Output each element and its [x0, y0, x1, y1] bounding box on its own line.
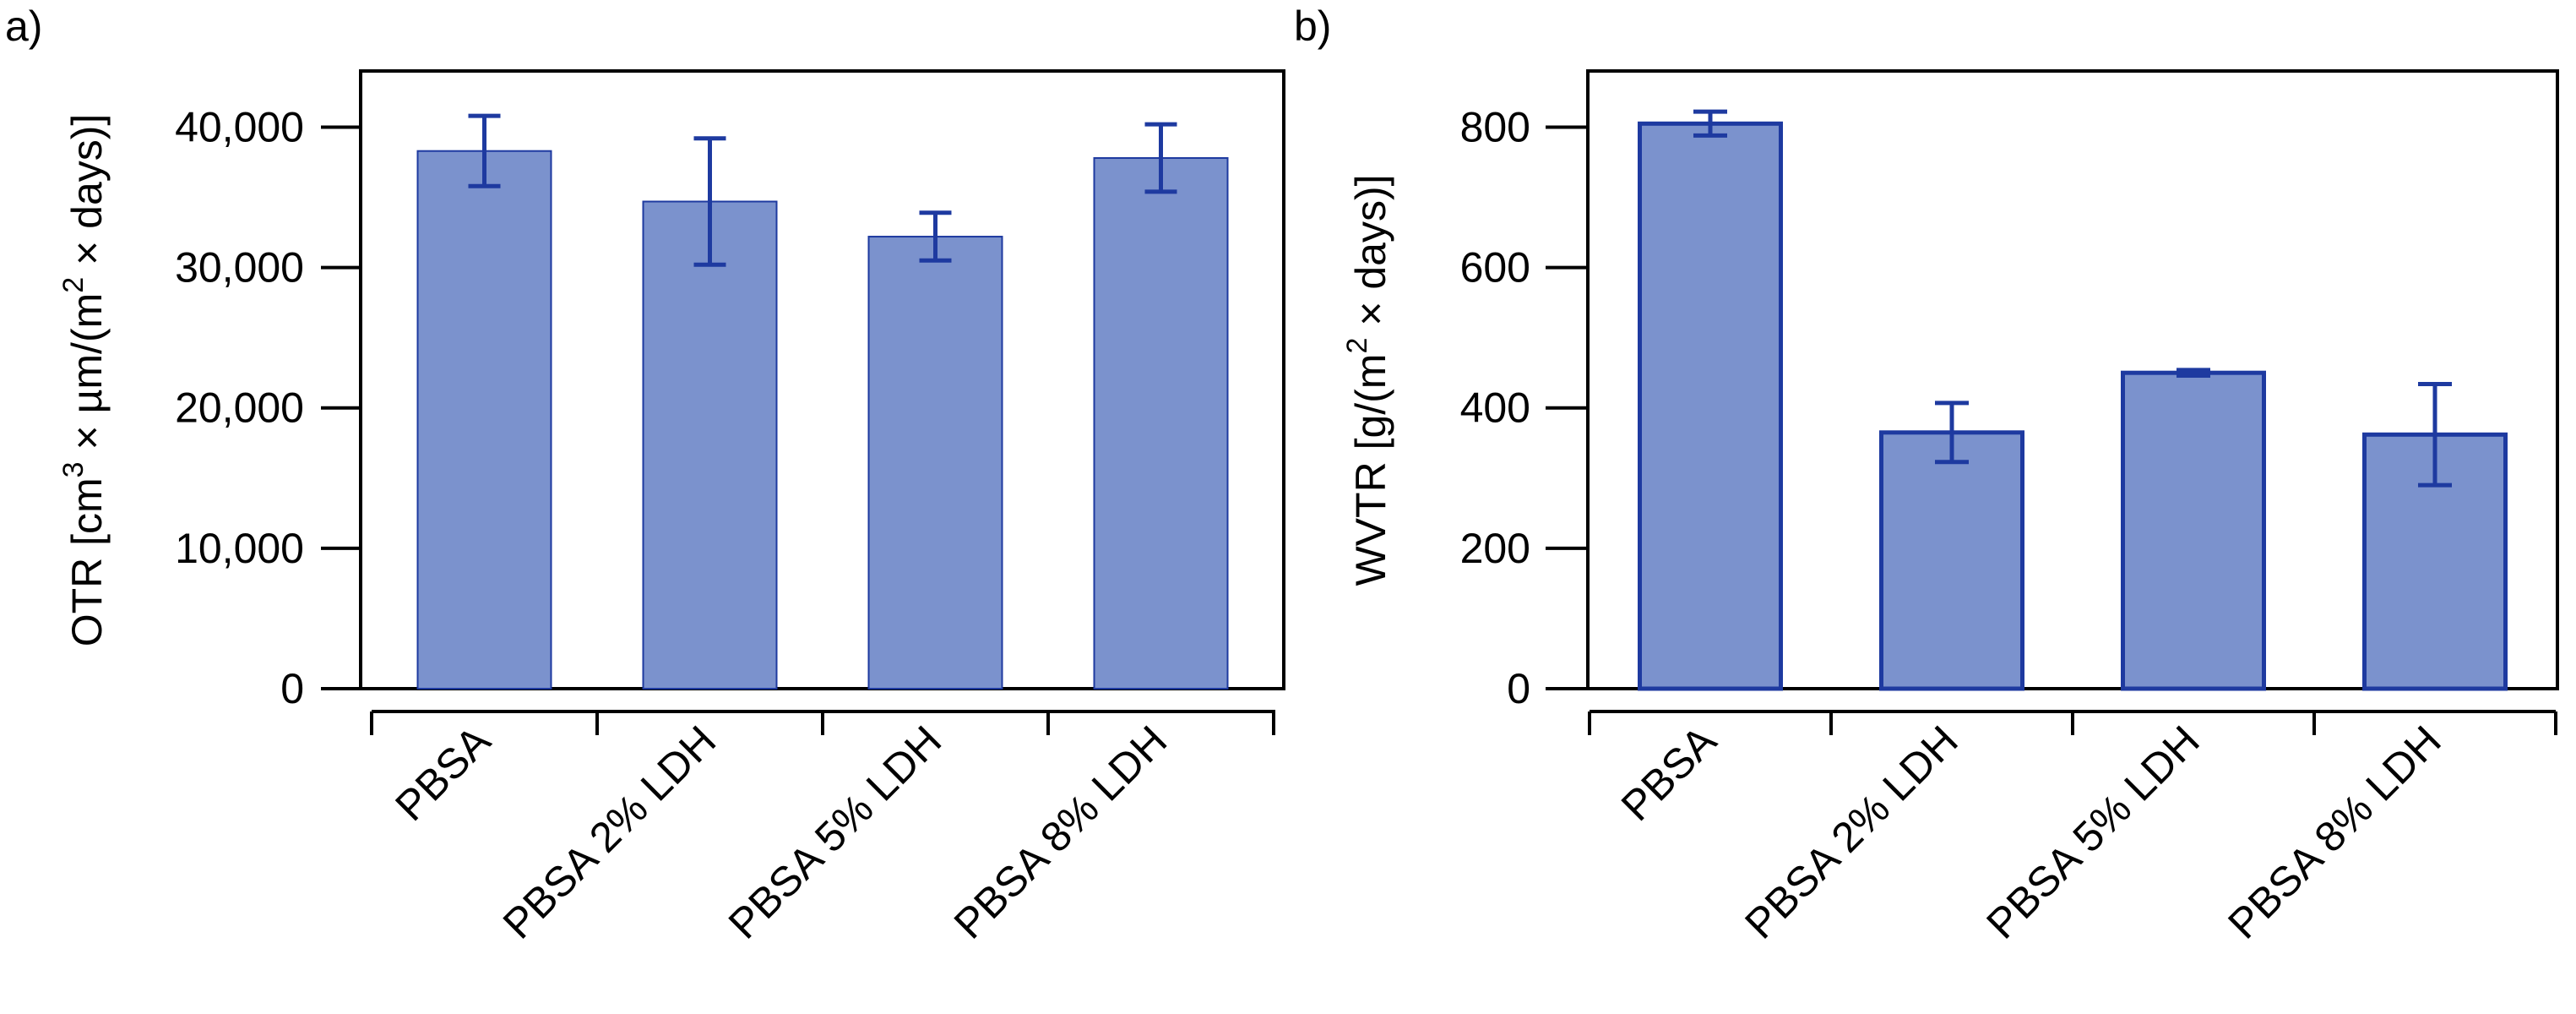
- panel-b-plot-frame: [1586, 69, 2559, 690]
- panel-a-label: a): [5, 3, 42, 50]
- error-bar: [468, 113, 501, 188]
- bar-pbsa-5-ldh: [867, 236, 1003, 690]
- bar-pbsa-2-ldh: [1879, 430, 2024, 691]
- error-bar: [2177, 368, 2210, 379]
- category-label: PBSA 2% LDH: [1736, 717, 1966, 947]
- panel-a-plot-frame: [359, 69, 1285, 690]
- y-tick-label: 0: [280, 665, 304, 712]
- y-tick-label: 40,000: [175, 103, 304, 150]
- panel-a-error-bars: [468, 113, 1177, 267]
- y-tick-label: 400: [1460, 384, 1530, 432]
- bar-pbsa: [416, 150, 552, 690]
- panel-b-wvtr-chart: b) 0 200 400 600 800 PBSA PBSA 2% LDH PBSA 5% …: [1294, 3, 2559, 948]
- y-tick-label: 10,000: [175, 525, 304, 572]
- y-tick-label: 800: [1460, 103, 1530, 150]
- category-label: PBSA: [1612, 717, 1725, 830]
- category-label: PBSA: [386, 717, 499, 830]
- panel-b-error-bars: [1693, 109, 2452, 488]
- error-bar: [1693, 109, 1727, 138]
- y-tick-label: 30,000: [175, 244, 304, 292]
- error-bar: [1935, 401, 1969, 465]
- error-bar: [919, 210, 952, 263]
- category-label: PBSA 5% LDH: [720, 717, 950, 947]
- panel-b-x-axis: PBSA PBSA 2% LDH PBSA 5% LDH PBSA 8% LDH: [1588, 710, 2557, 948]
- bar-pbsa: [1638, 121, 1783, 691]
- panel-a-y-axis: 0 10,000 20,000 30,000 40,000: [175, 103, 361, 712]
- category-label: PBSA 5% LDH: [1977, 717, 2208, 947]
- y-tick-label: 600: [1460, 244, 1530, 292]
- panel-b-bars: [1638, 121, 2508, 691]
- error-bar: [1144, 122, 1177, 194]
- category-label: PBSA 2% LDH: [494, 717, 725, 947]
- bar-pbsa-5-ldh: [2121, 370, 2266, 691]
- panel-b-y-axis: 0 200 400 600 800: [1460, 103, 1588, 712]
- bar-pbsa-8-ldh: [1093, 157, 1229, 690]
- bar-pbsa-2-ldh: [642, 200, 778, 690]
- panel-b-y-axis-title: WVTR [g/(m2 × days)]: [1341, 174, 1394, 586]
- category-label: PBSA 8% LDH: [945, 717, 1176, 947]
- panel-a-y-axis-title: OTR [cm3 × µm/(m2 × days)]: [57, 114, 111, 647]
- error-bar: [693, 136, 726, 267]
- category-label: PBSA 8% LDH: [2219, 717, 2449, 947]
- panel-a-bars: [416, 150, 1229, 690]
- y-tick-label: 20,000: [175, 384, 304, 432]
- y-tick-label: 0: [1507, 665, 1530, 712]
- y-tick-label: 200: [1460, 525, 1530, 572]
- panel-b-label: b): [1294, 3, 1331, 50]
- error-bar: [2418, 381, 2452, 488]
